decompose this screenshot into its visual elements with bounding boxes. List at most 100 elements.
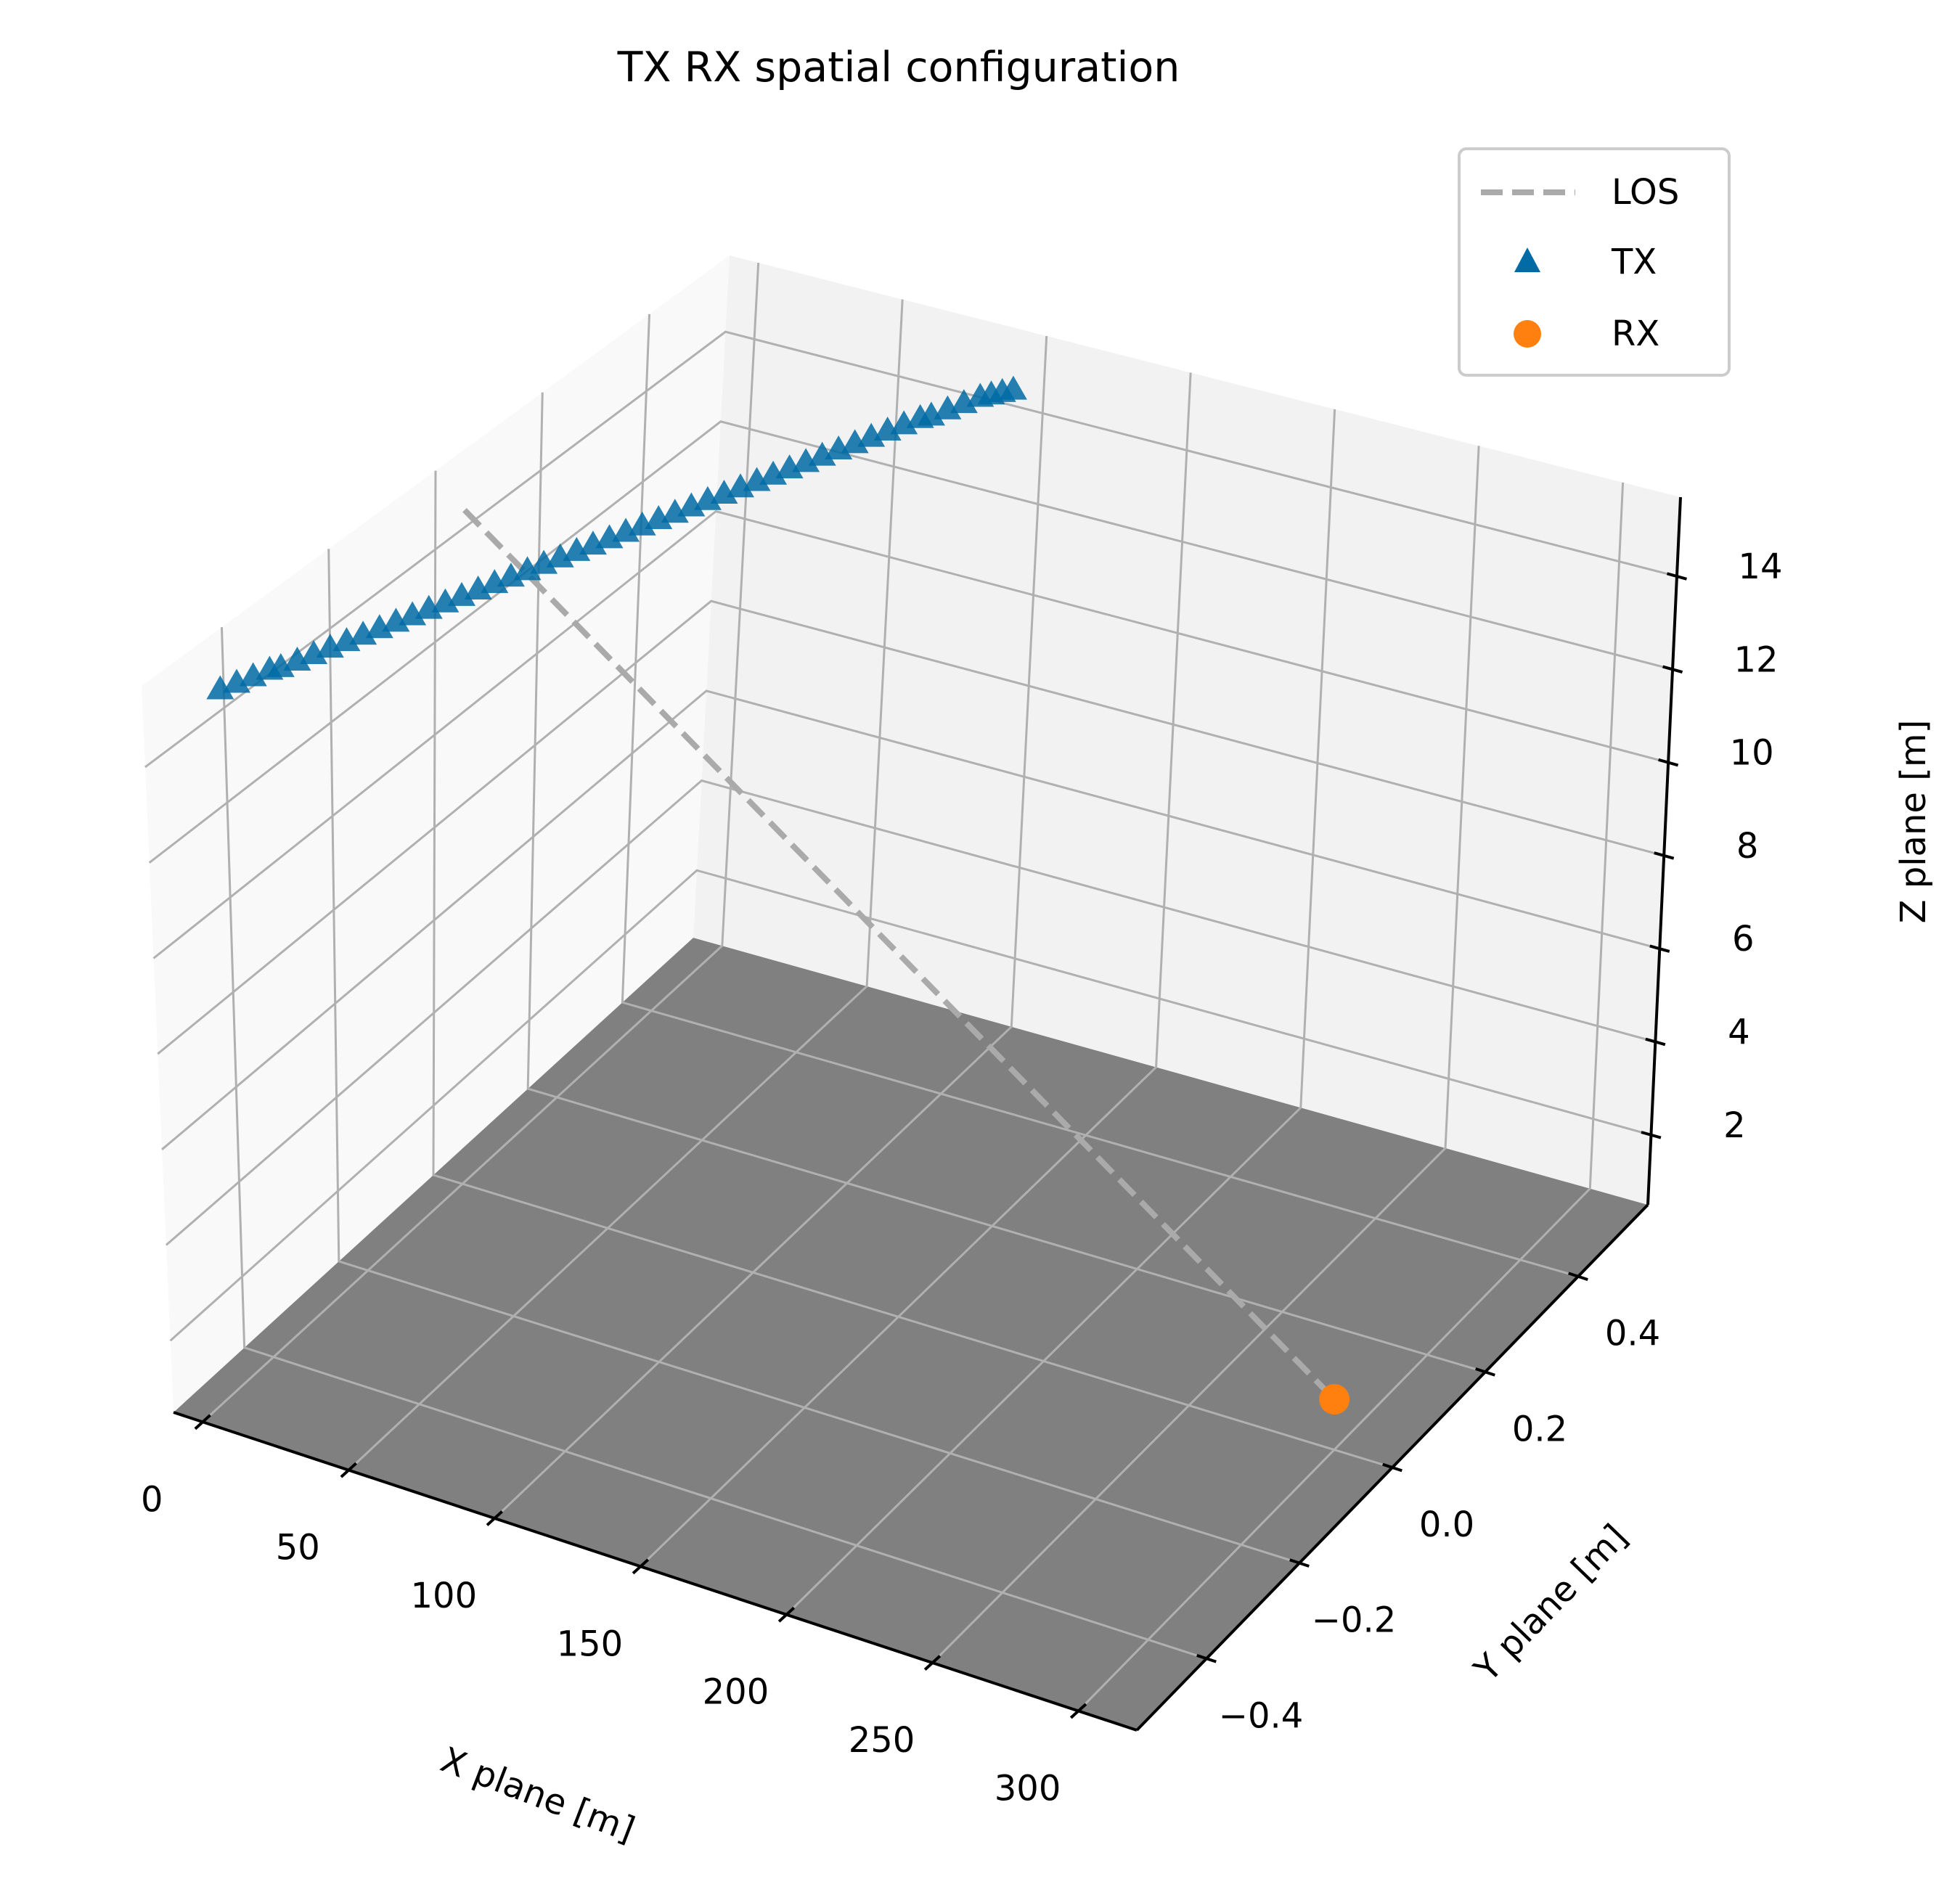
- y-axis-label: Y plane [m]: [1466, 1517, 1636, 1690]
- y-tick: [1568, 1272, 1588, 1282]
- tx-point: [579, 531, 607, 555]
- legend-tx-label: TX: [1611, 242, 1657, 282]
- x-tick: [632, 1558, 650, 1575]
- tx-point: [316, 634, 344, 658]
- x-tick-label: 0: [141, 1479, 163, 1520]
- x-axis-label: X plane [m]: [436, 1740, 640, 1851]
- z-tick-label: 4: [1728, 1012, 1750, 1052]
- tx-point: [563, 536, 591, 561]
- tx-point: [612, 517, 640, 542]
- z-tick: [1658, 758, 1679, 767]
- x-tick: [923, 1655, 942, 1671]
- rx-point: [1319, 1384, 1350, 1415]
- x-tick: [1069, 1703, 1087, 1719]
- tx-point: [332, 627, 361, 652]
- z-grid-line: [157, 599, 1665, 1055]
- tx-point: [934, 395, 962, 419]
- y-tick-label: 0.0: [1419, 1505, 1474, 1545]
- legend-frame: [1458, 147, 1731, 377]
- x-tick-label: 250: [849, 1720, 915, 1761]
- z-tick: [1641, 1131, 1662, 1139]
- tx-point: [300, 640, 328, 665]
- x-grid-line: [785, 409, 1336, 1616]
- tx-point: [530, 549, 558, 574]
- tx-point: [266, 652, 295, 677]
- tx-point: [382, 607, 410, 632]
- plot-data: [206, 375, 1350, 1415]
- x-grid-line: [640, 372, 1192, 1568]
- tx-point: [693, 486, 722, 510]
- legend-los-label: LOS: [1612, 172, 1679, 213]
- x-tick-label: 150: [557, 1624, 624, 1664]
- legend-tx-swatch: [1514, 247, 1540, 272]
- tx-point: [206, 675, 234, 700]
- z-tick: [1662, 665, 1683, 674]
- x-grid-line: [1077, 482, 1625, 1712]
- z-axis-line: [1646, 496, 1682, 1205]
- x-tick-label: 50: [276, 1528, 320, 1568]
- tx-point: [999, 375, 1027, 400]
- x-grid-line: [494, 335, 1048, 1520]
- z-tick: [1654, 851, 1675, 860]
- tx-point: [595, 524, 624, 549]
- tx-point: [497, 562, 525, 587]
- tx-point: [239, 662, 267, 687]
- z-tick-label: 10: [1730, 733, 1774, 774]
- z-tick-label: 14: [1738, 546, 1782, 587]
- x-grid-line: [931, 446, 1480, 1664]
- y-tick: [1196, 1653, 1217, 1663]
- legend-rx-swatch: [1514, 320, 1541, 348]
- tx-point: [710, 479, 738, 504]
- y-tick-label: −0.4: [1219, 1695, 1304, 1736]
- x-tick: [340, 1462, 357, 1478]
- los-line: [462, 507, 1337, 1401]
- z-grid-line: [161, 689, 1660, 1150]
- tx-point: [365, 614, 393, 639]
- y-grid-line: [432, 470, 1393, 1469]
- y-grid-line: [526, 392, 1486, 1373]
- z-tick: [1649, 944, 1670, 953]
- legend: LOS TX RX: [1458, 147, 1731, 377]
- tx-point: [792, 448, 820, 472]
- tx-point: [399, 601, 427, 626]
- tx-point: [481, 569, 509, 594]
- tx-point: [890, 410, 918, 435]
- tx-point: [873, 416, 902, 441]
- y-tick: [1475, 1367, 1495, 1377]
- legend-rx-label: RX: [1612, 314, 1659, 354]
- back-wall-pane: [693, 255, 1681, 1205]
- z-tick-label: 8: [1736, 826, 1759, 867]
- z-grid-line: [169, 869, 1651, 1342]
- tx-point: [808, 441, 836, 466]
- tx-point: [223, 668, 251, 693]
- tx-point: [950, 389, 978, 414]
- x-grid-line: [348, 299, 904, 1471]
- tx-point: [415, 594, 443, 619]
- x-tick-label: 300: [995, 1768, 1061, 1809]
- tx-point: [775, 454, 804, 479]
- z-tick: [1645, 1037, 1666, 1047]
- tx-point: [628, 511, 656, 536]
- y-tick-label: 0.4: [1605, 1314, 1660, 1354]
- tx-point: [727, 473, 755, 498]
- y-tick-label: −0.2: [1312, 1600, 1397, 1641]
- y-tick-label: 0.2: [1512, 1409, 1567, 1449]
- z-tick-label: 12: [1734, 639, 1779, 680]
- x-tick: [194, 1414, 211, 1430]
- x-tick-label: 100: [411, 1576, 478, 1616]
- chart-title: TX RX spatial configuration: [617, 44, 1180, 91]
- x-axis-line: [173, 1411, 1138, 1732]
- axis-ticks: 0 50 100 150 200 250 300 −0.4 −0.2 0.0 0.2 0.4 2 4 6 8 1…: [141, 546, 1783, 1809]
- tx-point: [464, 575, 492, 599]
- z-tick: [1666, 572, 1687, 581]
- y-tick: [1289, 1558, 1310, 1568]
- z-tick-label: 6: [1732, 919, 1755, 959]
- x-tick: [777, 1606, 796, 1623]
- tx-point: [546, 543, 574, 568]
- y-tick: [1382, 1462, 1402, 1473]
- tx-point: [857, 422, 886, 447]
- z-tick-label: 2: [1723, 1105, 1746, 1146]
- tx-point: [283, 646, 311, 671]
- tx-point: [448, 581, 476, 606]
